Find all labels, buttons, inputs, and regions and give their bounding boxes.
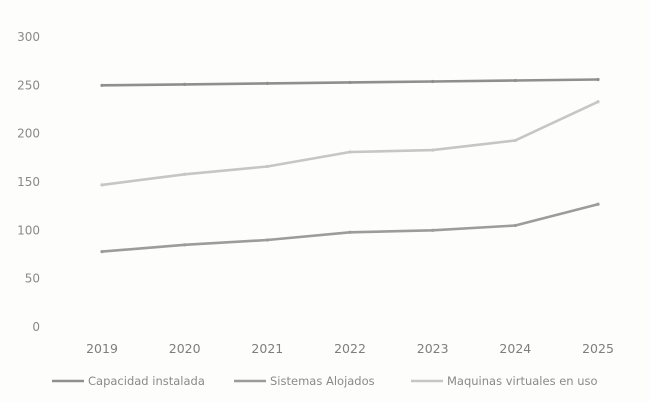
x-tick-label-0: 2019 [86, 341, 118, 356]
data-point-0-4 [431, 79, 435, 84]
data-point-2-4 [431, 148, 435, 152]
y-tick-label-5: 250 [17, 78, 40, 92]
data-point-0-1 [183, 82, 187, 86]
data-point-2-6 [596, 100, 600, 104]
data-point-2-0 [100, 183, 104, 187]
x-tick-label-1: 2020 [169, 341, 201, 356]
legend-label-2: Maquinas virtuales en uso [447, 374, 598, 388]
series-line-2 [100, 100, 600, 187]
x-tick-label-5: 2024 [499, 341, 531, 356]
data-point-0-3 [348, 80, 352, 85]
y-tick-label-2: 100 [17, 223, 40, 237]
x-tick-label-3: 2022 [334, 341, 366, 356]
data-point-2-5 [513, 138, 517, 143]
x-tick-label-4: 2023 [417, 341, 449, 356]
data-point-0-6 [596, 77, 600, 82]
data-point-1-4 [431, 228, 435, 232]
y-tick-label-3: 150 [17, 175, 40, 189]
data-point-1-2 [265, 238, 269, 242]
legend-label-0: Capacidad instalada [88, 374, 205, 388]
data-point-0-2 [265, 81, 269, 85]
data-point-1-6 [596, 202, 600, 206]
data-point-1-3 [348, 230, 352, 234]
data-point-1-5 [513, 223, 517, 228]
y-tick-label-1: 50 [25, 272, 40, 286]
data-point-2-1 [183, 172, 187, 176]
data-point-1-1 [183, 243, 187, 247]
legend-label-1: Sistemas Alojados [270, 374, 375, 388]
data-point-2-2 [265, 164, 269, 169]
y-tick-label-0: 0 [32, 320, 40, 334]
x-tick-label-2: 2021 [251, 341, 283, 356]
data-point-0-5 [513, 78, 517, 83]
data-point-1-0 [100, 250, 104, 254]
y-tick-label-4: 200 [17, 127, 40, 141]
data-point-2-3 [348, 150, 352, 154]
y-tick-label-6: 300 [17, 30, 40, 44]
data-point-0-0 [100, 83, 104, 87]
series-line-1 [100, 202, 600, 253]
x-tick-label-6: 2025 [582, 341, 614, 356]
